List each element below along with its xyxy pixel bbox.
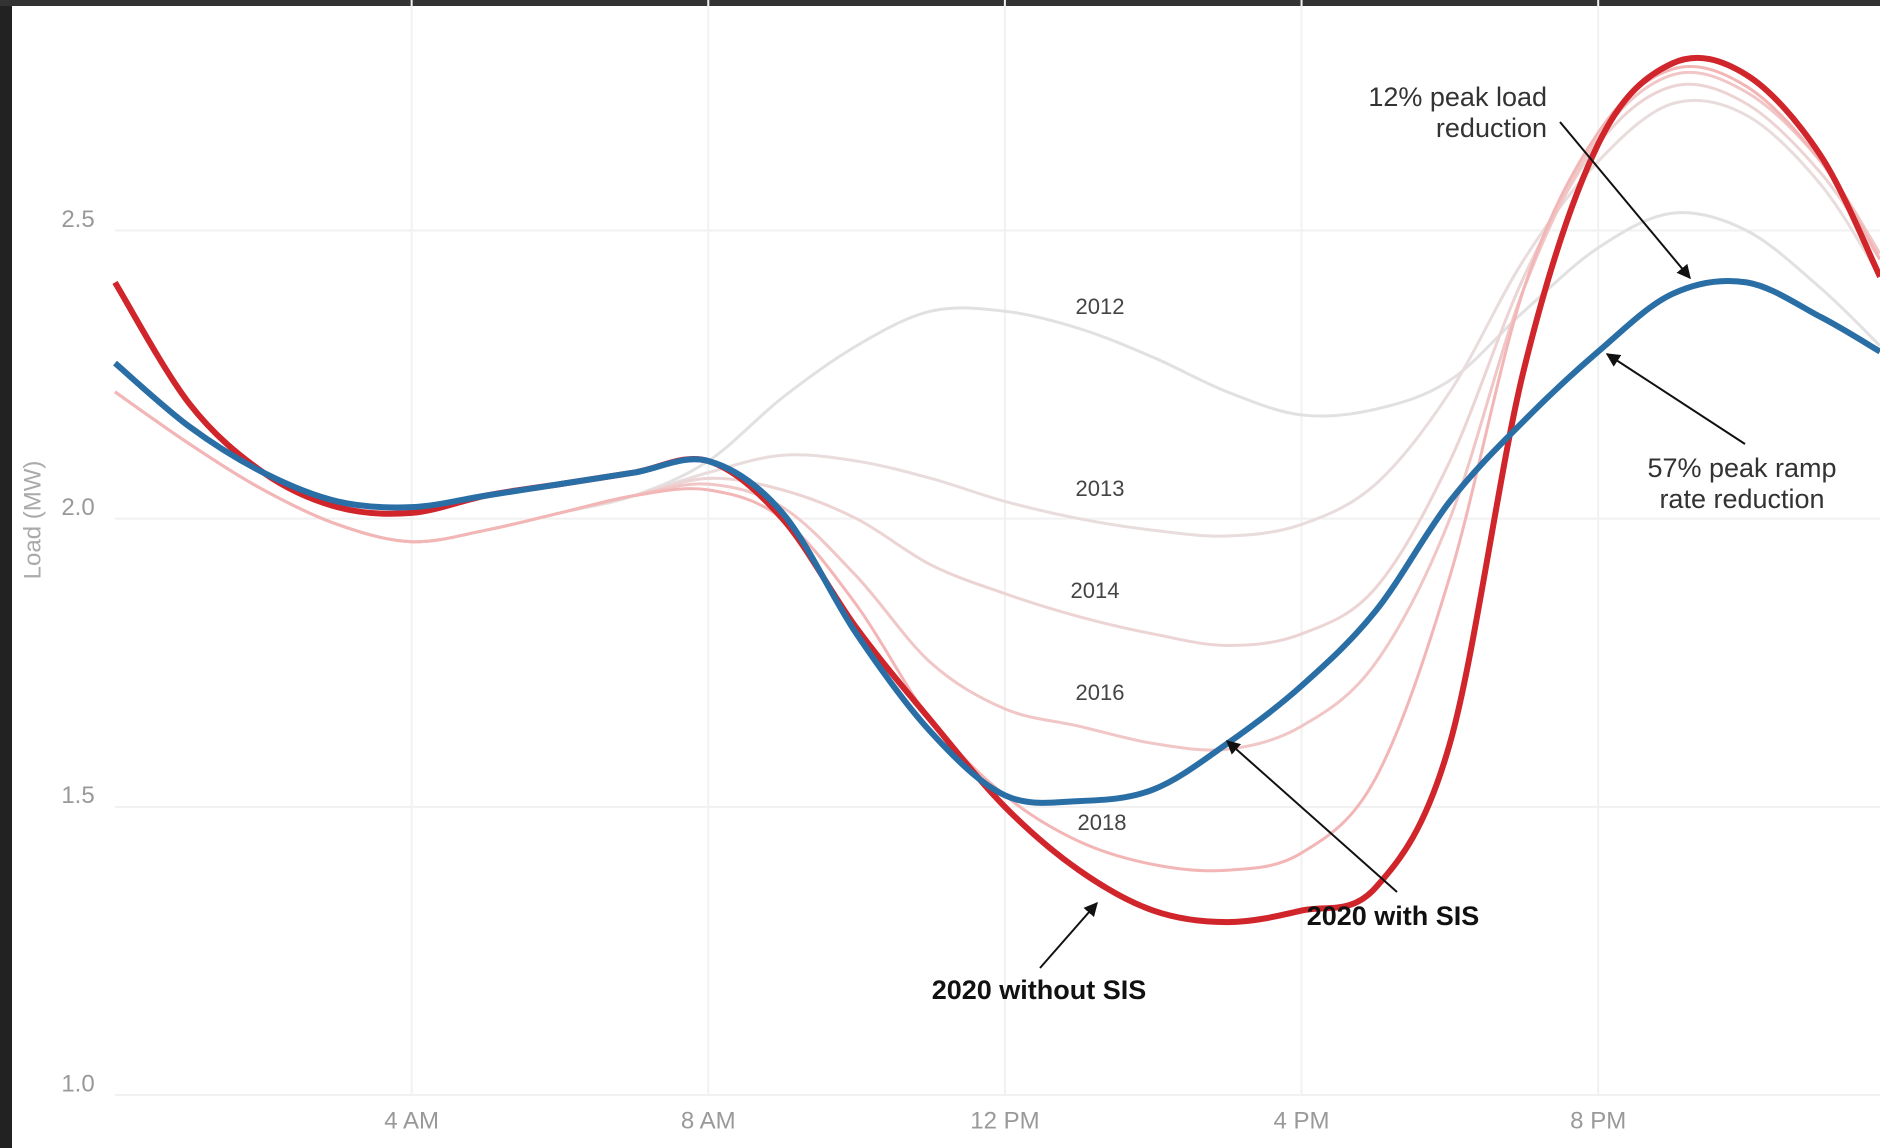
series-label: 2014 bbox=[1071, 578, 1120, 603]
y-tick-label: 1.0 bbox=[61, 1070, 94, 1097]
annotation: reduction bbox=[1436, 113, 1547, 143]
x-tick-label: 8 AM bbox=[681, 1107, 736, 1134]
series-label: 2016 bbox=[1076, 680, 1125, 705]
series-label: 2020 without SIS bbox=[932, 975, 1147, 1005]
series-line bbox=[113, 277, 1880, 806]
series-line bbox=[112, 54, 1880, 926]
series-line bbox=[114, 65, 1880, 873]
x-tick-label: 8 PM bbox=[1570, 1107, 1626, 1134]
x-tick-label: 4 PM bbox=[1274, 1107, 1330, 1134]
y-axis-label: Load (MW) bbox=[19, 461, 46, 580]
annotation: rate reduction bbox=[1659, 484, 1824, 514]
x-tick-label: 4 AM bbox=[384, 1107, 439, 1134]
series-label: 2013 bbox=[1076, 476, 1125, 501]
frame-edge bbox=[0, 0, 1880, 6]
arrow bbox=[1559, 121, 1691, 280]
arrow bbox=[1225, 740, 1398, 893]
series-label: 2020 with SIS bbox=[1307, 901, 1480, 931]
lines bbox=[112, 54, 1880, 926]
annotation: 12% peak load bbox=[1368, 82, 1547, 112]
series-label: 2018 bbox=[1078, 810, 1127, 835]
x-tick-label: 12 PM bbox=[970, 1107, 1039, 1134]
y-tick-label: 2.5 bbox=[61, 206, 94, 233]
annotation: 57% peak ramp bbox=[1647, 453, 1836, 483]
series-label: 2012 bbox=[1076, 294, 1125, 319]
y-tick-label: 2.0 bbox=[61, 494, 94, 521]
arrow bbox=[1039, 901, 1098, 969]
arrow bbox=[1605, 353, 1746, 445]
y-tick-label: 1.5 bbox=[61, 782, 94, 809]
frame-edge bbox=[0, 0, 12, 1148]
labels: 1.0 1.5 2.0 2.5 4 AM 8 AM 12 PM 4 PM 8 PM 2012 201… bbox=[61, 82, 1836, 1134]
